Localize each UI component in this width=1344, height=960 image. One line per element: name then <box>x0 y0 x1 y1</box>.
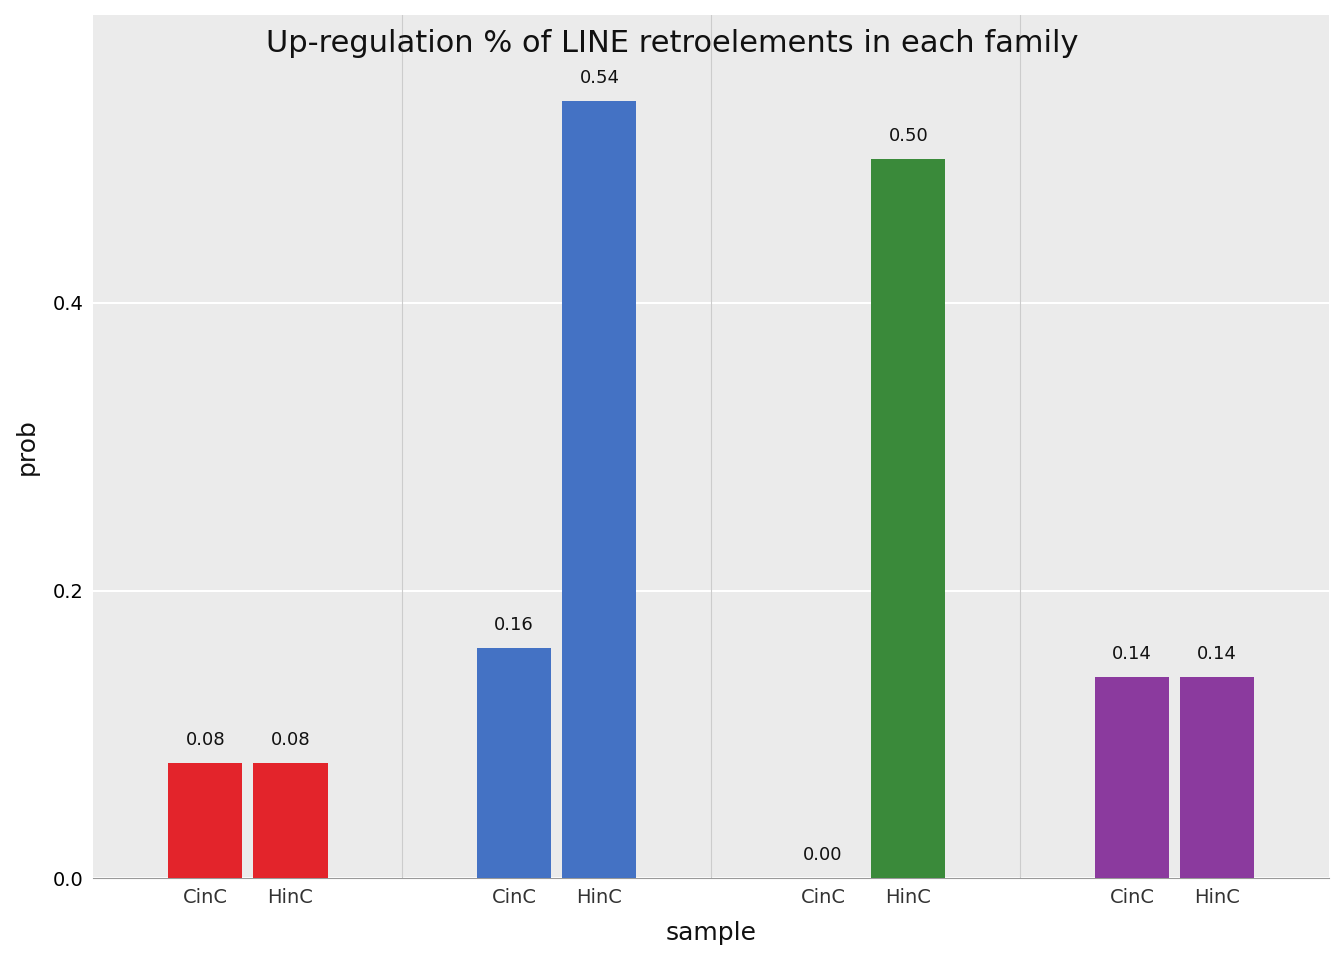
X-axis label: sample: sample <box>665 921 757 945</box>
Text: 0.50: 0.50 <box>888 127 929 145</box>
Bar <box>1180 677 1254 878</box>
Text: 0.14: 0.14 <box>1111 644 1152 662</box>
Bar <box>562 102 637 878</box>
Bar <box>168 763 242 878</box>
Bar <box>1095 677 1169 878</box>
Text: 0.08: 0.08 <box>185 731 224 749</box>
Text: 0.08: 0.08 <box>270 731 310 749</box>
Bar <box>254 763 328 878</box>
Text: 0.14: 0.14 <box>1198 644 1236 662</box>
Text: 0.00: 0.00 <box>804 846 843 864</box>
Y-axis label: prob: prob <box>15 419 39 475</box>
Text: Up-regulation % of LINE retroelements in each family: Up-regulation % of LINE retroelements in… <box>266 29 1078 58</box>
Text: 0.16: 0.16 <box>495 615 534 634</box>
Bar <box>871 159 945 878</box>
Text: 0.54: 0.54 <box>579 69 620 87</box>
Bar <box>477 648 551 878</box>
